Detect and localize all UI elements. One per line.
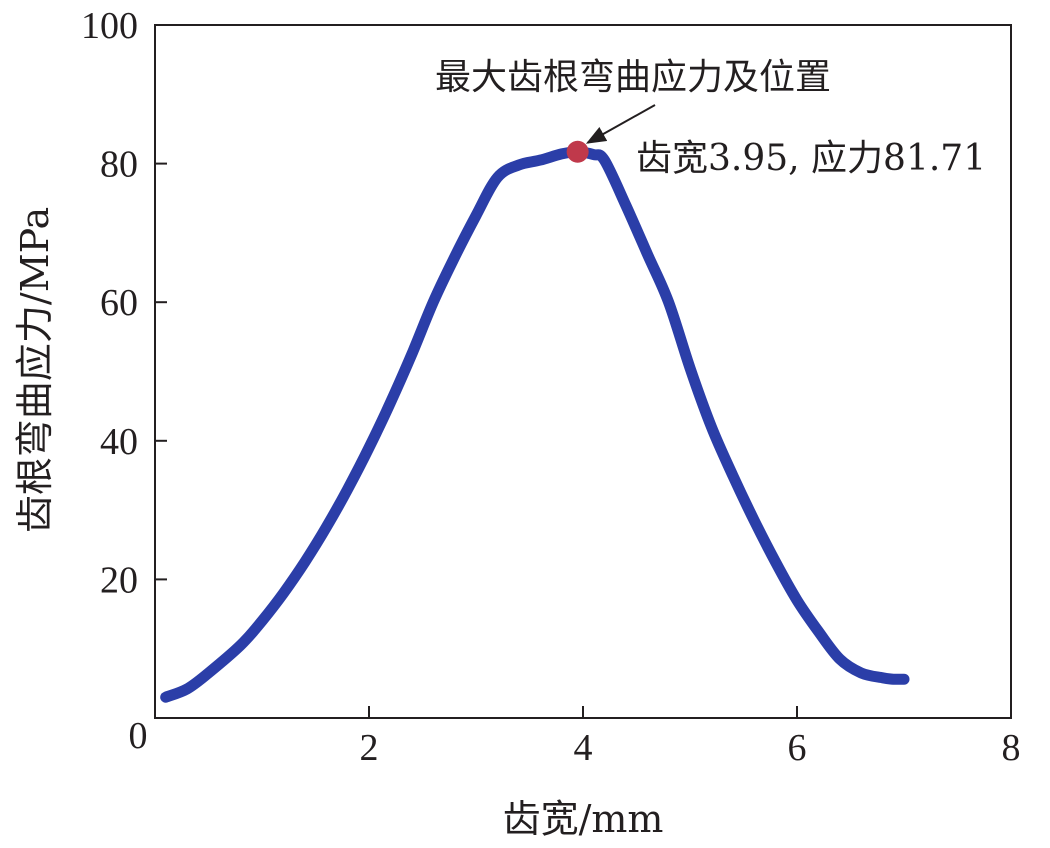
max-stress-point xyxy=(566,140,589,163)
series-line xyxy=(160,146,910,703)
x-tick-label: 4 xyxy=(574,727,593,769)
y-axis-ticks xyxy=(155,162,167,581)
y-tick-label: 20 xyxy=(100,559,138,601)
x-axis-title: 齿宽/mm xyxy=(503,797,664,841)
y-tick-label: 100 xyxy=(81,5,138,47)
annotation-value: 齿宽3.95, 应力81.71 xyxy=(636,138,986,179)
y-axis-tick-labels: 20 40 60 80 100 xyxy=(81,5,138,601)
x-axis-ticks xyxy=(368,706,798,718)
y-axis-title: 齿根弯曲应力/MPa xyxy=(13,207,57,533)
x-tick-label: 8 xyxy=(1002,727,1021,769)
y-tick-label: 80 xyxy=(100,144,138,186)
x-axis-tick-labels: 2 4 6 8 xyxy=(360,727,1021,769)
plot-frame xyxy=(154,24,1012,719)
annotation-arrow xyxy=(585,104,656,144)
x-tick-label: 2 xyxy=(360,727,379,769)
y-tick-label: 60 xyxy=(100,282,138,324)
x-tick-label: 6 xyxy=(788,727,807,769)
origin-tick-label: 0 xyxy=(129,715,148,757)
annotation-title: 最大齿根弯曲应力及位置 xyxy=(435,57,831,98)
y-tick-label: 40 xyxy=(100,421,138,463)
